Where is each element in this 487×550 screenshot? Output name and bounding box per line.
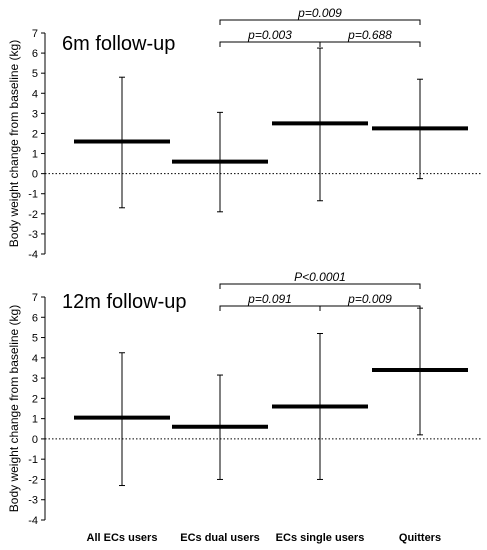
y-tick-label: 5	[32, 68, 38, 80]
y-tick-label: -1	[28, 454, 38, 466]
y-tick-label: -3	[28, 229, 38, 241]
panel-title: 6m follow-up	[62, 33, 175, 55]
y-tick-label: -2	[28, 474, 38, 486]
y-tick-label: 4	[32, 353, 38, 365]
y-tick-label: 3	[32, 108, 38, 120]
y-tick-label: -4	[28, 515, 38, 527]
x-category-label: ECs single users	[276, 532, 365, 544]
x-category-label: All ECs users	[87, 532, 158, 544]
p-value-label: p=0.009	[297, 6, 342, 20]
y-tick-label: 3	[32, 373, 38, 385]
y-tick-label: 1	[32, 414, 38, 426]
significance-bracket	[319, 305, 421, 311]
p-value-label: p=0.003	[247, 28, 292, 42]
significance-bracket	[219, 283, 421, 289]
y-tick-label: 7	[32, 292, 38, 304]
y-tick-label: 2	[32, 393, 38, 405]
y-tick-label: 1	[32, 149, 38, 161]
significance-bracket	[219, 305, 321, 311]
y-tick-label: 4	[32, 88, 38, 100]
y-tick-label: -2	[28, 209, 38, 221]
p-value-label: p=0.009	[347, 292, 392, 306]
y-tick-label: -3	[28, 495, 38, 507]
y-tick-label: 0	[32, 169, 38, 181]
p-value-label: p=0.091	[247, 292, 292, 306]
significance-bracket	[319, 41, 421, 47]
significance-bracket	[219, 41, 321, 47]
significance-bracket	[219, 19, 421, 25]
y-tick-label: 6	[32, 312, 38, 324]
y-tick-label: -1	[28, 189, 38, 201]
y-tick-label: 7	[32, 28, 38, 40]
y-tick-label: 6	[32, 48, 38, 60]
y-tick-label: 2	[32, 128, 38, 140]
x-category-label: Quitters	[399, 532, 441, 544]
y-axis-label: Body weight change from baseline (kg)	[7, 305, 21, 512]
y-tick-label: -4	[28, 249, 38, 261]
y-tick-label: 5	[32, 333, 38, 345]
x-category-label: ECs dual users	[180, 532, 259, 544]
panel-title: 12m follow-up	[62, 291, 187, 313]
p-value-label: p=0.688	[347, 28, 392, 42]
y-tick-label: 0	[32, 434, 38, 446]
y-axis-label: Body weight change from baseline (kg)	[7, 40, 21, 247]
p-value-label: P<0.0001	[294, 270, 346, 284]
